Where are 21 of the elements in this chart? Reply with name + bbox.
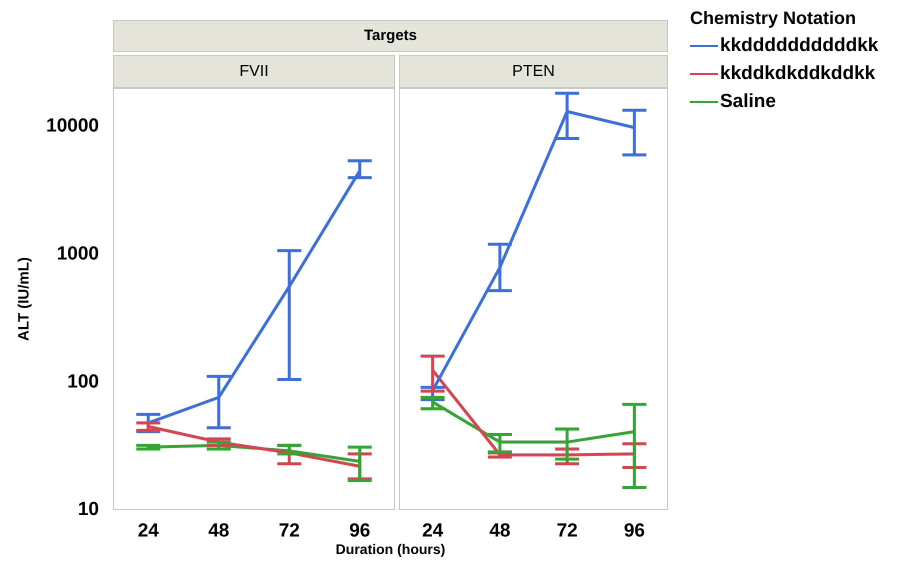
y-tick-label: 1000 (56, 244, 99, 265)
chart-subtitle: PTEN (399, 55, 668, 88)
x-tick-label: 72 (278, 520, 300, 542)
x-tick-label: 48 (208, 520, 230, 542)
y-tick-label: 100 (67, 371, 99, 392)
y-axis-title: ALT (IU/mL) (16, 257, 32, 341)
legend-label: Saline (720, 91, 776, 113)
legend-label: kkddkdkddkddkk (720, 63, 876, 85)
chart-title: Targets (113, 20, 668, 52)
x-tick-label: 72 (556, 520, 578, 542)
y-tick-label: 10 (78, 499, 99, 520)
x-tick-label: 24 (422, 520, 444, 542)
y-tick-label: 10000 (46, 116, 99, 137)
legend-label: kkddddddddddkk (720, 35, 878, 57)
legend-title: Chemistry Notation (690, 8, 858, 29)
x-tick-label: 48 (489, 520, 510, 542)
x-tick-label: 96 (624, 520, 645, 542)
x-tick-label: 24 (138, 520, 160, 542)
x-tick-label: 96 (349, 520, 370, 542)
chart-subtitle: FVII (113, 55, 395, 88)
x-axis-title: Duration (hours) (334, 541, 446, 557)
